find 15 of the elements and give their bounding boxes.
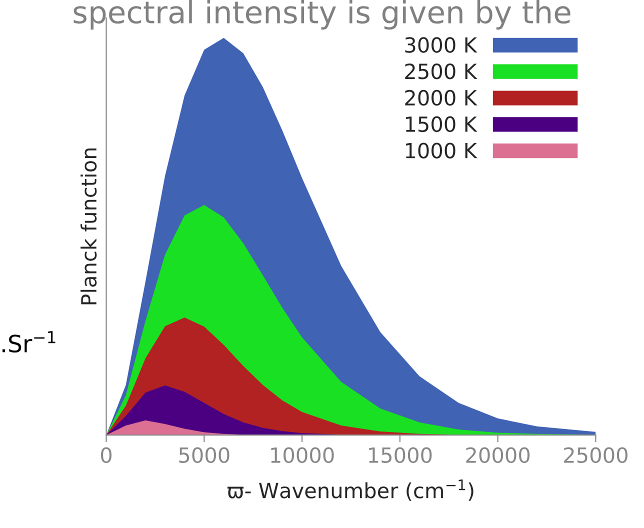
x-tick-label: 0 <box>101 447 112 464</box>
legend-label: 1500 K <box>406 116 478 132</box>
x-axis-title: ϖ- Wavenumber (cm$^{−1}$) <box>227 480 474 501</box>
x-tick-label: 15000 <box>369 447 432 464</box>
y-axis-title: Planck function <box>80 148 97 304</box>
legend-label: 2500 K <box>405 63 478 80</box>
legend-label: 1000 K <box>406 142 478 158</box>
legend-label: 2000 K <box>405 90 478 106</box>
x-tick-label: 20000 <box>466 447 530 464</box>
text: spectral intensity is given by the <box>74 0 570 30</box>
x-tick-label: 25000 <box>564 447 628 464</box>
x-tick-label: 10000 <box>271 447 334 464</box>
text: .Sr$^{−1}$ <box>2 331 56 353</box>
legend-label: 3000 K <box>405 37 478 53</box>
x-tick-label: 5000 <box>179 447 230 464</box>
